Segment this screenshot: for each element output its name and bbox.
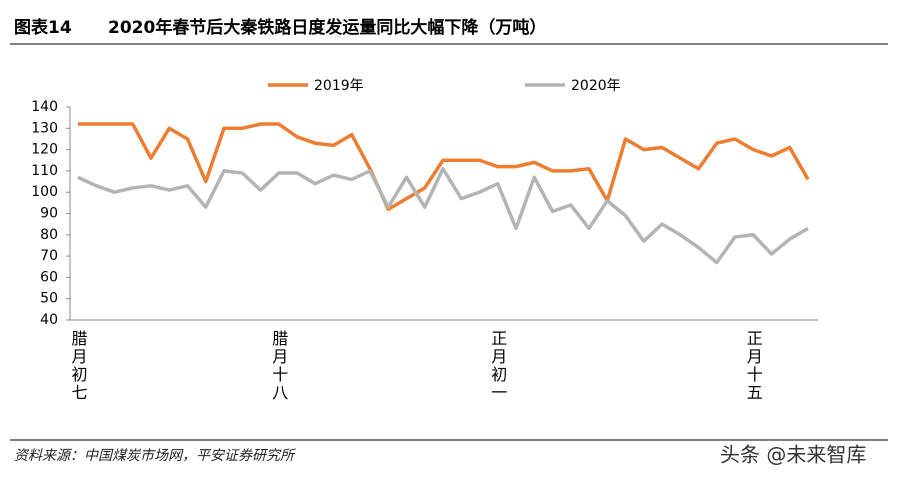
y-tick-label: 140 [31,99,58,115]
y-tick-label: 50 [40,291,58,307]
x-tick-label: 正月十五 [744,330,763,402]
x-tick-label: 腊月初七 [69,330,88,402]
y-tick-label: 40 [40,312,58,328]
line-series [78,122,810,211]
x-tick-label: 腊月十八 [269,330,288,402]
legend-label: 2019年 [314,78,364,94]
y-tick-label: 110 [31,163,58,179]
y-tick-label: 60 [40,269,58,285]
legend-label: 2020年 [571,78,621,94]
y-tick-label: 90 [40,206,58,222]
watermark: 头条 @未来智库 [720,443,866,467]
source: 资料来源：中国煤炭市场网，平安证券研究所 [14,448,296,464]
chart-title: 2020年春节后大秦铁路日度发运量同比大幅下降（万吨） [108,17,546,38]
y-tick-label: 70 [40,248,58,264]
y-tick-label: 100 [31,184,58,200]
y-tick-label: 80 [40,227,58,243]
y-tick-label: 120 [31,142,58,158]
line-series [77,167,809,265]
y-tick-label: 130 [31,120,58,136]
figure-label: 图表14 [14,17,72,38]
x-tick-label: 正月初一 [488,330,507,402]
